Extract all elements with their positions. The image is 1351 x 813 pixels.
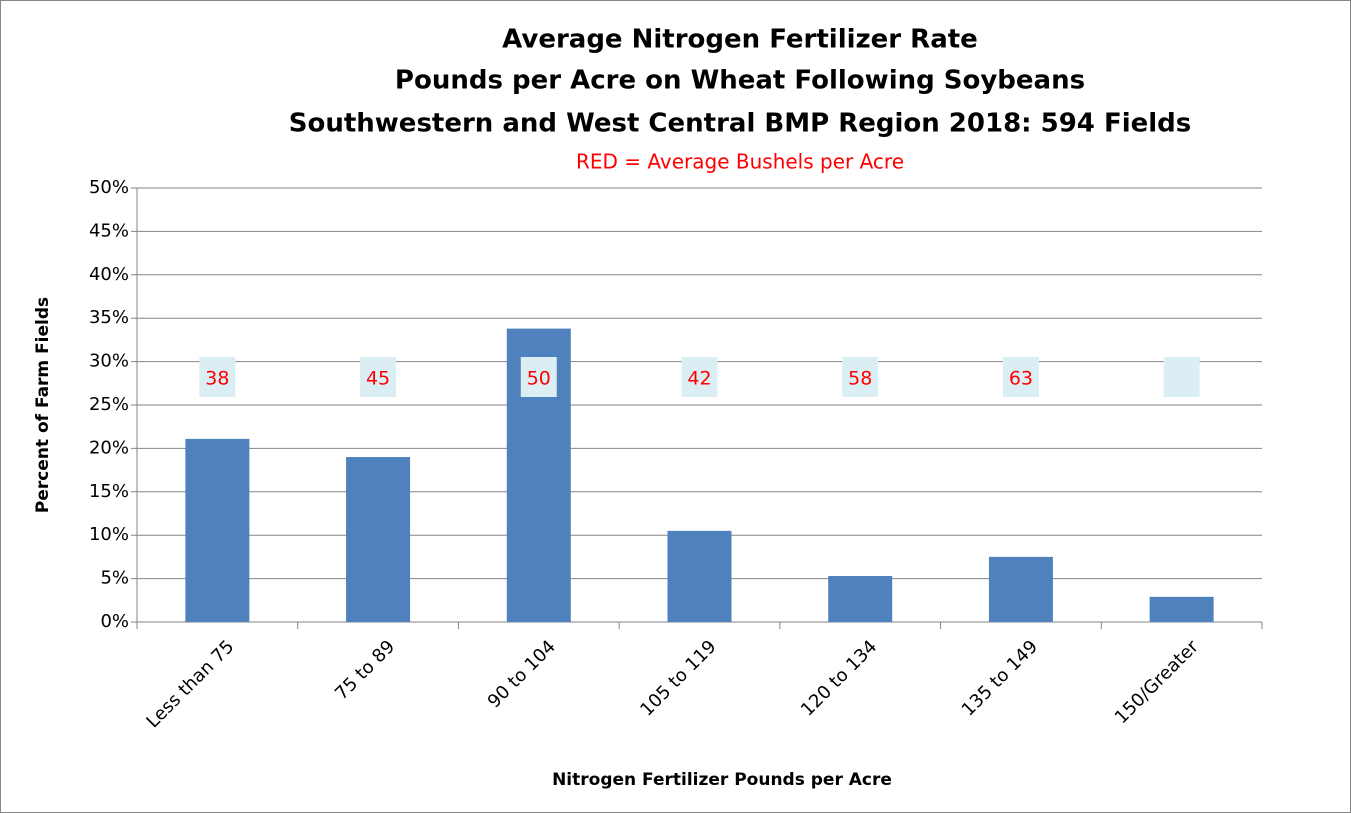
- bar: [988, 556, 1053, 622]
- y-axis-title: Percent of Farm Fields: [33, 297, 53, 513]
- annotation: 50: [527, 368, 551, 390]
- bar: [828, 575, 893, 622]
- y-tick-label: 40%: [89, 264, 129, 285]
- chart-title: Southwestern and West Central BMP Region…: [289, 109, 1192, 139]
- annotation: 45: [366, 368, 390, 390]
- y-tick-label: 25%: [89, 394, 129, 415]
- annotation-box: [842, 357, 879, 397]
- annotation: 42: [687, 368, 711, 390]
- annotation-box: [1002, 357, 1039, 397]
- chart-title: Average Nitrogen Fertilizer Rate: [502, 25, 978, 55]
- y-tick-label: 10%: [89, 524, 129, 545]
- y-tick-label: 0%: [100, 611, 129, 632]
- chart-title: Pounds per Acre on Wheat Following Soybe…: [395, 66, 1085, 96]
- y-tick-label: 5%: [100, 568, 129, 589]
- y-tick-label: 45%: [89, 220, 129, 241]
- annotation: 38: [205, 368, 229, 390]
- annotation-box: [681, 357, 718, 397]
- y-tick-label: 30%: [89, 351, 129, 372]
- annotation-box: [1163, 357, 1200, 397]
- chart-subtitle: RED = Average Bushels per Acre: [576, 150, 904, 174]
- annotation-box: [360, 357, 397, 397]
- y-tick-label: 35%: [89, 307, 129, 328]
- annotation: 58: [848, 368, 872, 390]
- bar: [185, 438, 250, 622]
- bar: [346, 457, 411, 622]
- x-axis-title: Nitrogen Fertilizer Pounds per Acre: [552, 770, 892, 790]
- y-tick-label: 20%: [89, 437, 129, 458]
- annotation-box: [199, 357, 236, 397]
- bar: [667, 530, 732, 622]
- y-tick-label: 50%: [89, 177, 129, 198]
- y-tick-label: 15%: [89, 481, 129, 502]
- annotation: 63: [1009, 368, 1033, 390]
- annotation-box: [520, 357, 557, 397]
- bar: [1149, 596, 1214, 622]
